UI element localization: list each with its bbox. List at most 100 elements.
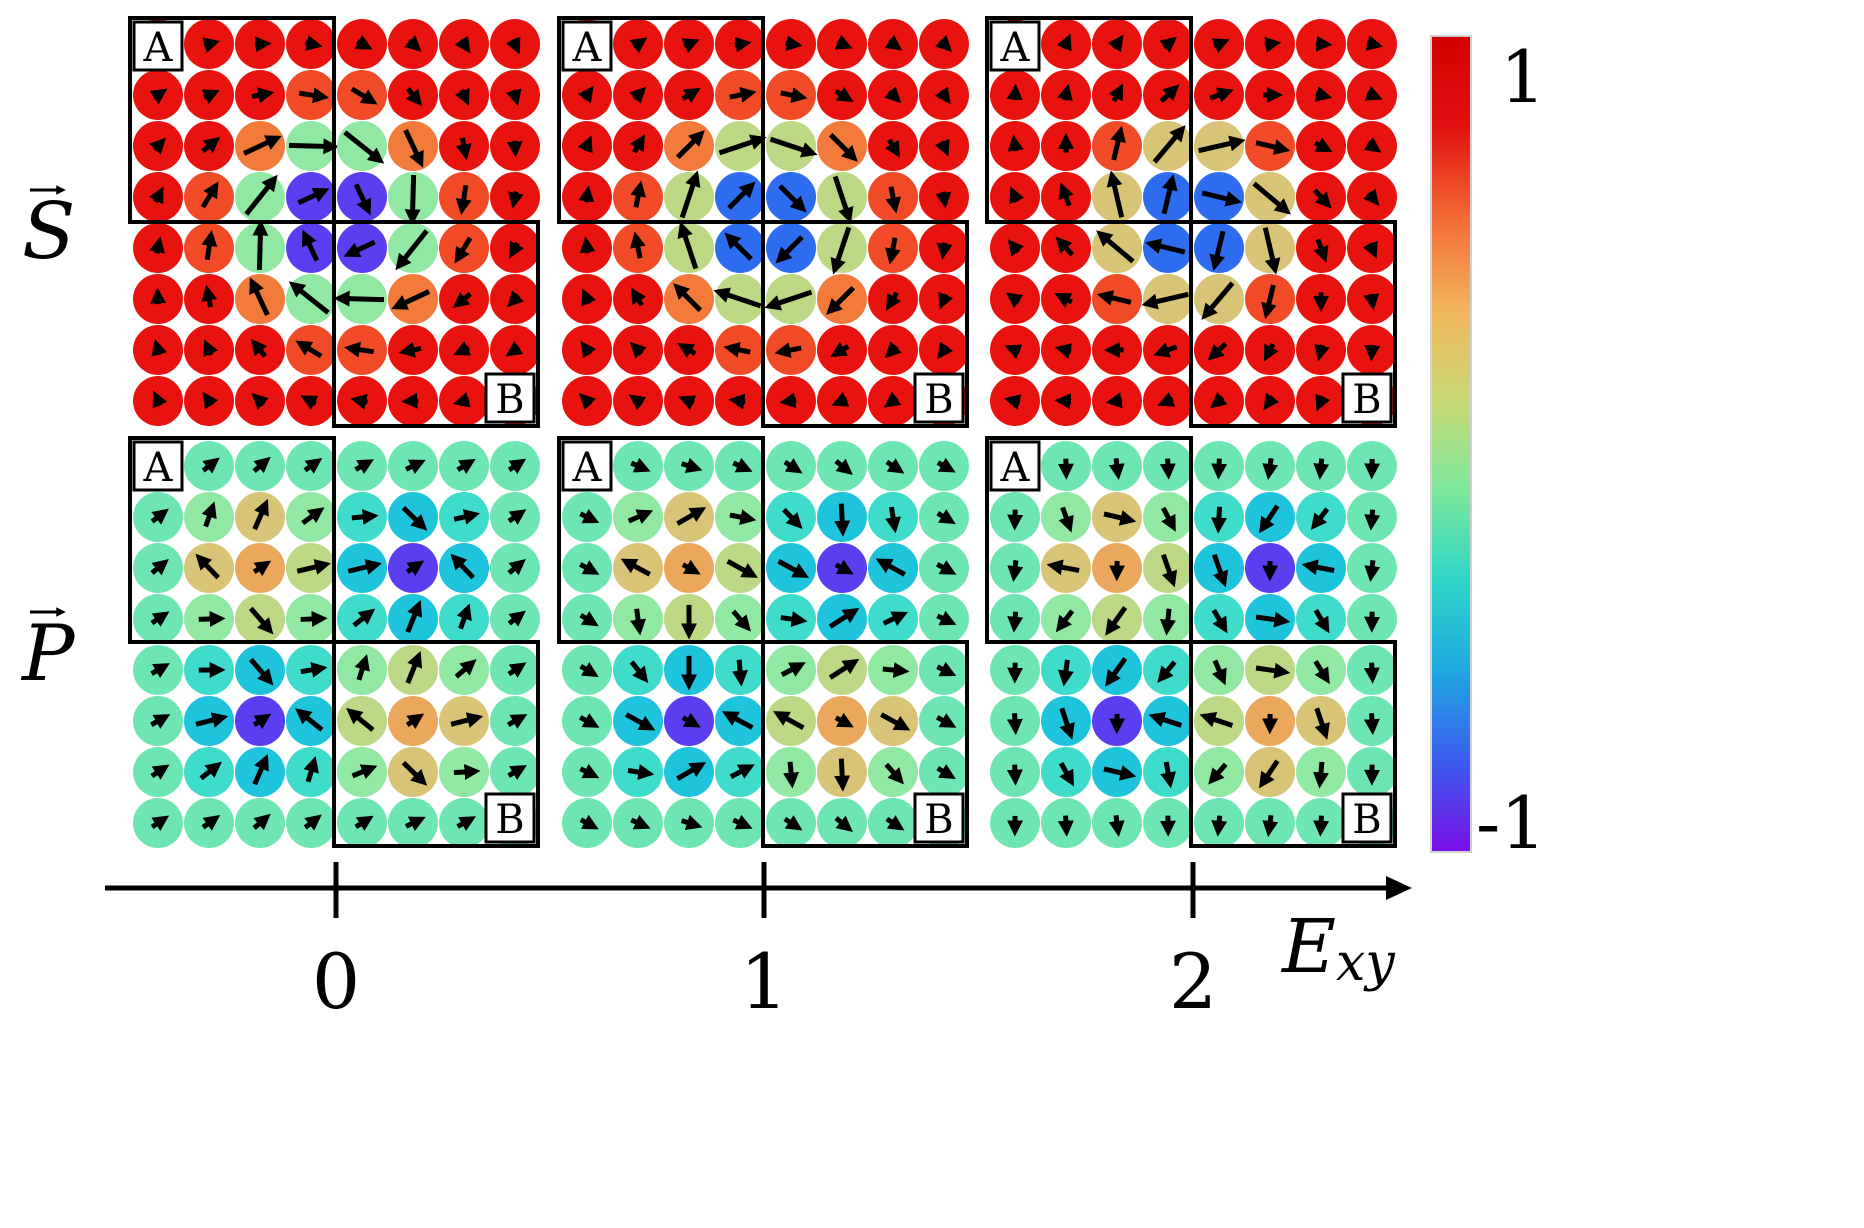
- p-cell: [388, 645, 438, 695]
- s-cell: [990, 376, 1040, 426]
- p-cell: [490, 543, 540, 593]
- s-cell: [235, 274, 285, 324]
- s-cell-arrow: [1315, 35, 1333, 52]
- s-cell: [1194, 70, 1244, 120]
- s-cell: [286, 19, 336, 69]
- s-cell: [817, 172, 867, 224]
- p-cell-arrow: [579, 508, 600, 524]
- s-cell-arrow: [727, 181, 756, 210]
- p-cell: [1194, 798, 1244, 848]
- s-cell: [1245, 70, 1295, 120]
- p-cell: [664, 696, 714, 746]
- s-cell-arrow: [249, 277, 270, 317]
- p-cell: [1092, 798, 1142, 848]
- p-cell: [1143, 543, 1193, 593]
- p-cell: [286, 696, 336, 746]
- p-cell: [235, 594, 285, 644]
- s-cell: [133, 121, 183, 171]
- s-cell: [388, 223, 438, 273]
- p-cell: [868, 798, 918, 848]
- s-cell-arrow: [677, 221, 699, 270]
- p-cell: [562, 645, 612, 695]
- p-cell-arrow: [680, 457, 703, 474]
- s-cell-arrow: [775, 235, 804, 264]
- p-cell: [1347, 543, 1397, 593]
- s-cell-arrow: [834, 34, 853, 50]
- s-cell: [990, 274, 1040, 324]
- s-cell: [613, 19, 663, 69]
- p-cell: [286, 543, 336, 593]
- p-cell: [286, 441, 336, 491]
- p-cell: [1041, 798, 1091, 848]
- s-cell-arrow: [1314, 343, 1330, 362]
- s-tag-b-exy-1-text: B: [924, 377, 953, 423]
- s-cell-arrow: [828, 132, 858, 162]
- axis-arrowhead: [1386, 876, 1412, 900]
- p-cell: [715, 645, 765, 695]
- s-cell-arrow: [830, 226, 852, 275]
- s-cell-arrow: [1313, 238, 1329, 263]
- p-cell: [766, 492, 816, 542]
- p-cell: [337, 798, 387, 848]
- s-cell: [562, 70, 612, 120]
- s-cell-arrow: [1007, 134, 1024, 152]
- p-cell: [490, 645, 540, 695]
- p-cell-arrow: [676, 762, 707, 781]
- p-cell-arrow: [1211, 608, 1228, 634]
- s-cell-arrow: [577, 135, 593, 154]
- p-tag-a-exy-0: A: [132, 440, 184, 492]
- p-cell: [817, 492, 867, 542]
- p-cell-arrow: [199, 761, 222, 781]
- p-cell-arrow: [351, 508, 379, 525]
- s-cell: [817, 325, 867, 375]
- s-cell-arrow: [453, 341, 472, 356]
- p-box-a-exy-0: [128, 436, 336, 644]
- s-cell-arrow: [675, 130, 705, 160]
- p-cell-arrow: [401, 760, 428, 786]
- p-cell: [1296, 696, 1346, 746]
- p-tag-b-exy-2-text: B: [1352, 797, 1381, 843]
- s-cell-arrow: [1314, 86, 1333, 102]
- s-cell: [1143, 376, 1193, 426]
- p-cell: [388, 441, 438, 491]
- s-cell: [133, 376, 183, 426]
- s-cell: [388, 172, 438, 226]
- p-cell-arrow: [303, 756, 319, 783]
- p-cell: [1296, 594, 1346, 644]
- s-cell-arrow: [884, 138, 901, 158]
- p-cell: [1092, 747, 1142, 797]
- s-cell: [1194, 325, 1244, 375]
- s-cell-arrow: [734, 36, 752, 53]
- p-cell: [286, 492, 336, 542]
- p-cell: [766, 543, 816, 593]
- s-cell-arrow: [1110, 125, 1126, 161]
- s-cell: [715, 325, 765, 375]
- p-cell: [715, 696, 765, 746]
- p-cell-arrow: [405, 599, 423, 634]
- p-cell: [817, 594, 867, 644]
- p-cell: [1296, 543, 1346, 593]
- s-cell-arrow: [1364, 85, 1383, 101]
- p-cell-arrow: [936, 763, 956, 780]
- p-cell-arrow: [681, 712, 701, 728]
- p-cell-arrow: [252, 456, 271, 474]
- s-cell: [562, 223, 612, 273]
- s-cell-arrow: [1108, 83, 1124, 103]
- s-cell: [715, 121, 767, 171]
- p-cell: [613, 798, 663, 848]
- p-cell: [286, 798, 336, 848]
- s-cell: [235, 172, 285, 222]
- s-cell: [1092, 325, 1142, 375]
- s-cell: [388, 274, 438, 324]
- p-cell-arrow: [150, 764, 170, 780]
- p-cell: [562, 594, 612, 644]
- p-cell: [184, 798, 234, 848]
- s-cell: [1141, 274, 1193, 324]
- s-cell: [1143, 172, 1193, 222]
- p-cell-arrow: [936, 610, 957, 626]
- s-cell-arrow: [1161, 174, 1178, 215]
- s-cell: [490, 70, 540, 120]
- p-cell-arrow: [1208, 762, 1228, 785]
- p-cell-arrow: [627, 764, 655, 780]
- p-cell: [664, 798, 714, 848]
